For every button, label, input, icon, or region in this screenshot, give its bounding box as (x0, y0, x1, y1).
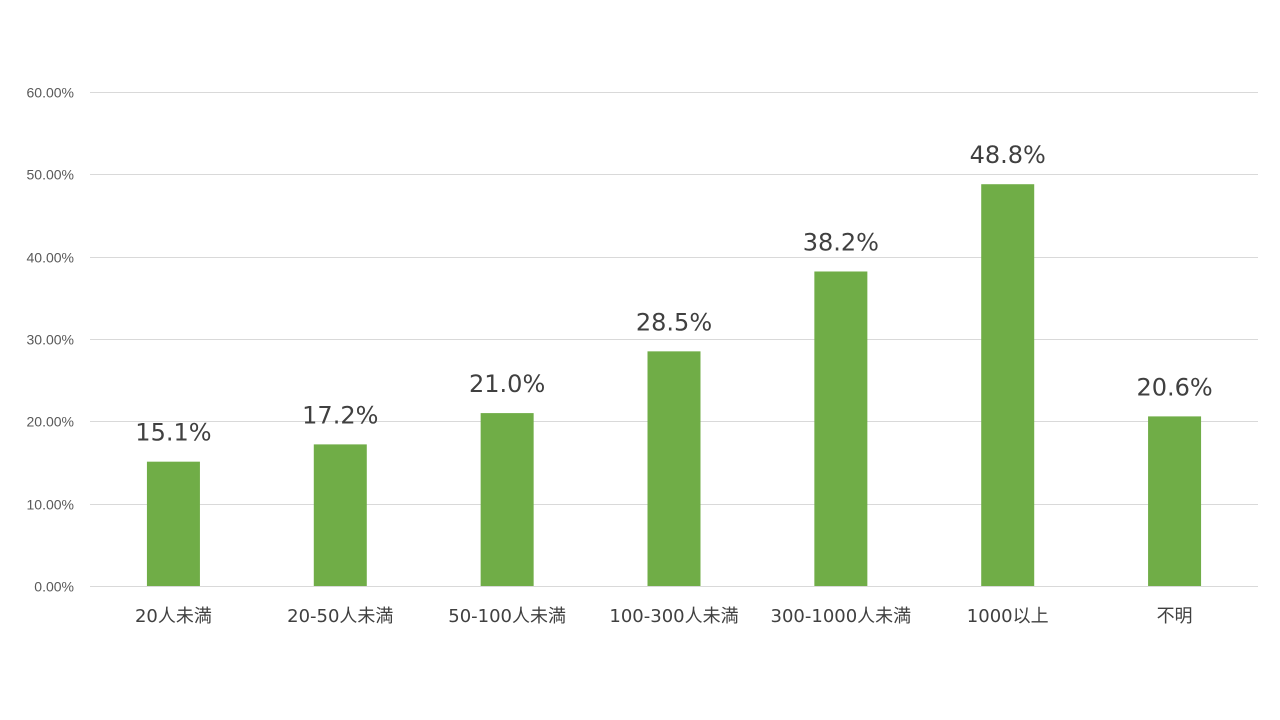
x-tick-label: 100-300人未満 (609, 606, 738, 627)
bars (146, 184, 1202, 587)
y-tick-label: 60.00% (27, 85, 74, 101)
x-tick-label: 20-50人未満 (287, 606, 393, 627)
data-label: 38.2% (803, 228, 879, 256)
x-tick-label: 300-1000人未満 (771, 606, 912, 627)
y-tick-label: 30.00% (27, 332, 74, 348)
data-label: 17.2% (302, 401, 378, 429)
bar (480, 413, 534, 586)
x-tick-label: 20人未満 (135, 606, 212, 627)
y-tick-label: 0.00% (34, 579, 74, 595)
data-label: 28.5% (636, 308, 712, 336)
bar (814, 271, 868, 586)
y-tick-label: 20.00% (27, 414, 74, 430)
bar (313, 444, 367, 586)
x-tick-label: 50-100人未満 (448, 606, 566, 627)
data-label: 15.1% (135, 419, 211, 447)
x-tick-label: 不明 (1157, 606, 1193, 627)
data-label: 21.0% (469, 370, 545, 398)
y-tick-label: 10.00% (27, 497, 74, 513)
bar (647, 351, 701, 586)
bar (981, 184, 1035, 587)
y-tick-label: 40.00% (27, 250, 74, 266)
x-axis-tick-labels: 20人未満 20-50人未満 50-100人未満 100-300人未満 300-1000… (135, 606, 1193, 627)
data-labels: 15.1% 17.2% 21.0% 28.5% 38.2% 48.8% 20.6% (135, 141, 1212, 446)
data-label: 48.8% (970, 141, 1046, 169)
bar (146, 461, 200, 586)
x-tick-label: 1000以上 (967, 606, 1049, 627)
y-tick-label: 50.00% (27, 167, 74, 183)
bar (1148, 416, 1202, 586)
data-label: 20.6% (1136, 373, 1212, 401)
y-axis-tick-labels: 0.00% 10.00% 20.00% 30.00% 40.00% 50.00% 60.00… (27, 85, 74, 595)
